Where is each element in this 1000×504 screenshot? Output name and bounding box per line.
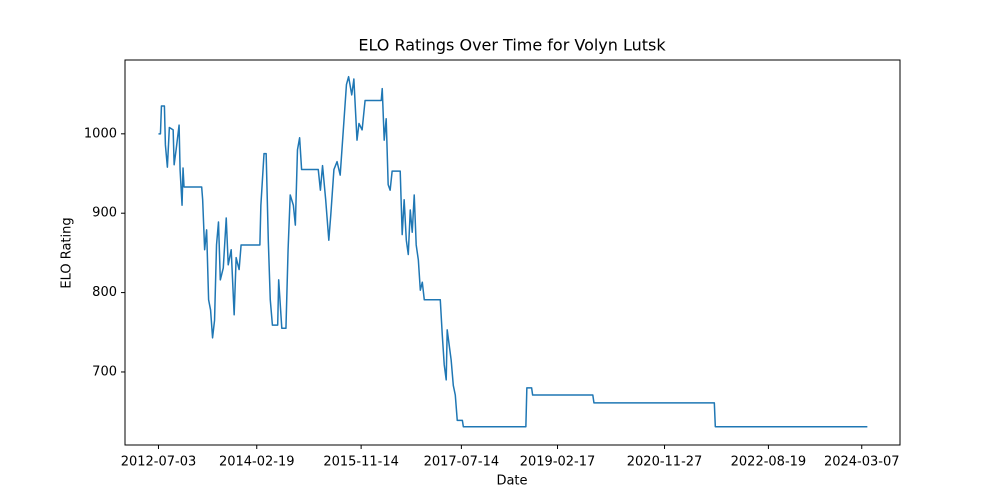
x-tick-label: 2014-02-19 (219, 455, 295, 470)
x-tick-label: 2019-02-17 (520, 455, 596, 470)
x-tick-label: 2017-07-14 (424, 455, 500, 470)
y-axis-label: ELO Rating (60, 217, 75, 288)
plot-frame (124, 59, 901, 446)
line (158, 75, 868, 428)
y-tick-label: 800 (92, 285, 117, 300)
chart-title: ELO Ratings Over Time for Volyn Lutsk (358, 36, 666, 55)
x-tick-label: 2022-08-19 (731, 455, 807, 470)
x-tick-label: 2012-07-03 (121, 455, 197, 470)
y-tick-label: 900 (92, 206, 117, 221)
y-tick-label: 700 (92, 364, 117, 379)
x-tick-label: 2024-03-07 (824, 455, 900, 470)
x-tick-label: 2015-11-14 (323, 455, 399, 470)
y-tick-label: 1000 (84, 126, 117, 141)
x-axis-label: Date (496, 474, 527, 489)
x-tick-label: 2020-11-27 (627, 455, 703, 470)
